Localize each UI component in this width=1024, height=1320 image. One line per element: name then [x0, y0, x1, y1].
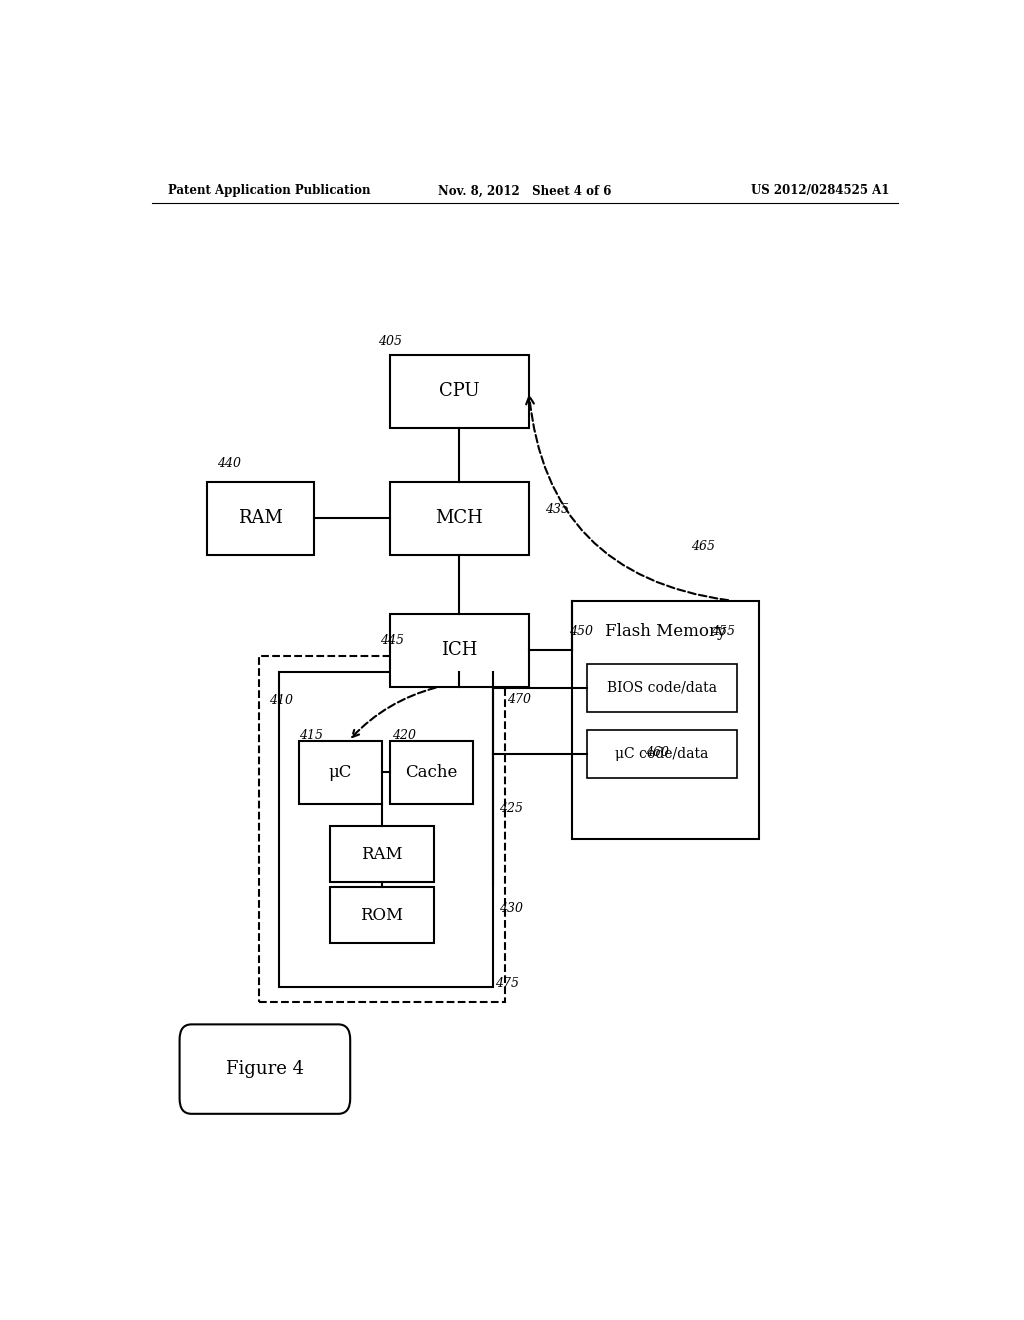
Text: ROM: ROM	[360, 907, 403, 924]
Text: 445: 445	[380, 634, 404, 647]
Text: CPU: CPU	[439, 383, 479, 400]
Bar	[331, 826, 433, 882]
Text: μC: μC	[329, 764, 352, 781]
Text: BIOS code/data: BIOS code/data	[607, 681, 717, 694]
Text: 470: 470	[507, 693, 531, 706]
Text: RAM: RAM	[361, 846, 402, 863]
Bar	[572, 601, 759, 840]
Text: 460: 460	[645, 747, 670, 759]
Text: 415: 415	[299, 729, 324, 742]
Bar	[279, 672, 494, 987]
Bar	[390, 355, 528, 428]
Text: US 2012/0284525 A1: US 2012/0284525 A1	[752, 185, 890, 198]
Text: 475: 475	[495, 977, 518, 990]
Text: Figure 4: Figure 4	[226, 1060, 304, 1078]
Bar	[207, 482, 314, 554]
Text: 455: 455	[712, 624, 735, 638]
Text: 435: 435	[545, 503, 568, 516]
Bar	[390, 741, 473, 804]
FancyBboxPatch shape	[179, 1024, 350, 1114]
Text: RAM: RAM	[239, 510, 284, 527]
Bar	[259, 656, 505, 1002]
Text: 430: 430	[500, 902, 523, 915]
Text: Nov. 8, 2012   Sheet 4 of 6: Nov. 8, 2012 Sheet 4 of 6	[438, 185, 611, 198]
Text: 440: 440	[217, 457, 241, 470]
Text: 405: 405	[378, 335, 402, 348]
Text: 420: 420	[392, 729, 417, 742]
Bar	[331, 887, 433, 942]
Text: 465: 465	[691, 540, 716, 553]
Bar	[587, 730, 737, 779]
Text: MCH: MCH	[435, 510, 483, 527]
Text: 425: 425	[500, 803, 523, 816]
FancyArrowPatch shape	[352, 688, 436, 737]
Text: 450: 450	[569, 624, 593, 638]
Text: μC code/data: μC code/data	[615, 747, 709, 762]
Text: ICH: ICH	[441, 642, 477, 659]
Bar	[587, 664, 737, 713]
Text: Flash Memory: Flash Memory	[605, 623, 726, 640]
Bar	[299, 741, 382, 804]
Text: Patent Application Publication: Patent Application Publication	[168, 185, 371, 198]
FancyArrowPatch shape	[526, 396, 728, 601]
Text: Cache: Cache	[406, 764, 458, 781]
Bar	[390, 482, 528, 554]
Bar	[390, 614, 528, 686]
Text: 410: 410	[269, 693, 293, 706]
